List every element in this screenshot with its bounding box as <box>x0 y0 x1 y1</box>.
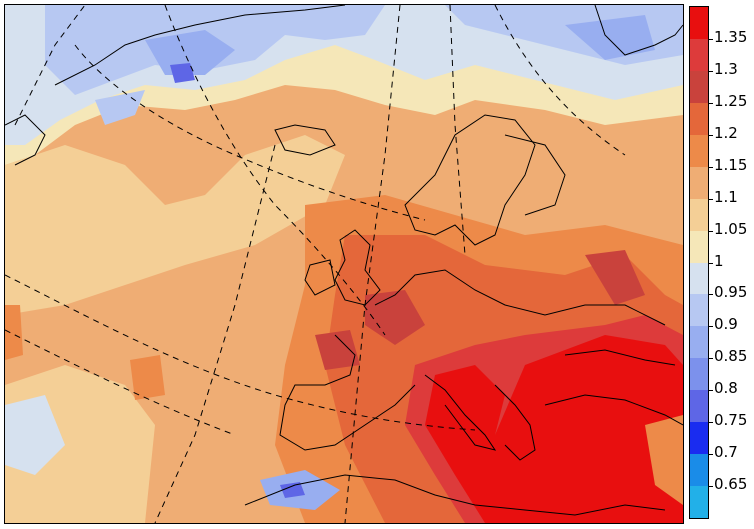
colorbar-segment <box>690 7 708 39</box>
coast-finland <box>504 134 566 216</box>
field-orange-east <box>645 415 683 505</box>
coast-italy <box>424 374 497 451</box>
colorbar-segment <box>690 486 708 519</box>
meridian-w60 <box>14 5 86 126</box>
colorbar-label: 0.65 <box>714 475 748 494</box>
colorbar-label: 1 <box>714 251 724 270</box>
field-brick-benelux <box>365 290 425 345</box>
colorbar-label: 1.3 <box>714 59 738 78</box>
colorbar-segment <box>690 358 708 391</box>
colorbar-tick <box>708 102 713 104</box>
colorbar-label: 0.8 <box>714 379 738 398</box>
meridian-w20 <box>154 144 276 523</box>
colorbar-segment <box>690 134 708 167</box>
coast-france-iberia <box>279 334 416 451</box>
colorbar-tick <box>708 294 713 296</box>
colorbar-label: 1.2 <box>714 123 738 142</box>
graticule <box>5 5 626 523</box>
coast-turkey <box>544 394 683 426</box>
coast-arctic <box>594 5 683 56</box>
colorbar-segment <box>690 262 708 295</box>
colorbar-tick <box>708 486 713 488</box>
colorbar-tick <box>708 38 713 40</box>
colorbar-segment <box>690 198 708 231</box>
coast-canada <box>5 114 46 166</box>
colorbar-label: 1.35 <box>714 27 748 46</box>
coastlines <box>5 5 683 516</box>
field-orange-west <box>5 305 23 360</box>
coast-greenland <box>54 5 346 86</box>
coast-balkans <box>494 384 536 461</box>
colorbar-segment <box>690 70 708 103</box>
field-ice-patch <box>145 30 235 75</box>
colorbar-label: 0.7 <box>714 443 738 462</box>
colorbar-segment <box>690 390 708 423</box>
field-deep-africa <box>280 482 305 498</box>
coast-iceland <box>274 124 336 156</box>
field-light-blue-sw <box>5 395 65 475</box>
colorbar-tick <box>708 326 713 328</box>
colorbar-label: 1.25 <box>714 91 748 110</box>
colorbar-tick <box>708 358 713 360</box>
coast-ireland <box>304 259 336 296</box>
colorbar-segment <box>690 454 708 487</box>
parallel-curve <box>164 5 386 336</box>
colorbar-segment <box>690 294 708 327</box>
coast-britain <box>334 229 381 306</box>
field-bright-red <box>425 335 683 523</box>
colorbar-tick <box>708 230 713 232</box>
colorbar-tick <box>708 390 713 392</box>
coast-scandinavia <box>404 114 536 246</box>
colorbar-segment <box>690 230 708 263</box>
field-brick-east <box>585 250 645 305</box>
parallel-45 <box>5 274 476 431</box>
colorbar-tick <box>708 166 713 168</box>
colorbar-segment <box>690 326 708 359</box>
meridian-20 <box>494 5 626 156</box>
field-brick-france <box>315 330 360 370</box>
field-blue-patch-2 <box>565 15 655 60</box>
meridian-0 <box>344 5 401 523</box>
colorbar-tick <box>708 70 713 72</box>
colorbar-segment <box>690 166 708 199</box>
field-orange-atlantic <box>130 355 165 400</box>
colorbar-tick <box>708 134 713 136</box>
colorbar-label: 0.9 <box>714 315 738 334</box>
field-deep-patch <box>170 63 195 83</box>
colorbar-tick <box>708 262 713 264</box>
colorbar-segment <box>690 422 708 455</box>
colorbar-label: 1.15 <box>714 155 748 174</box>
colorbar-label: 1.05 <box>714 219 748 238</box>
colorbar-segment <box>690 102 708 135</box>
colorbar-label: 0.75 <box>714 411 748 430</box>
colorbar <box>689 6 713 519</box>
field-light-tan <box>5 135 345 315</box>
colorbar-label: 1.1 <box>714 187 738 206</box>
map-canvas <box>5 5 683 523</box>
colorbar-label: 0.95 <box>714 283 748 302</box>
parallel-40 <box>5 329 236 436</box>
colorbar-tick <box>708 422 713 424</box>
field-map <box>4 4 684 524</box>
colorbar-label: 0.85 <box>714 347 748 366</box>
coast-black-sea <box>564 349 676 366</box>
colorbar-segment <box>690 38 708 71</box>
colorbar-tick <box>708 198 713 200</box>
coast-north-europe <box>374 269 666 326</box>
colorbar-tick <box>708 454 713 456</box>
coast-north-africa <box>244 474 666 516</box>
